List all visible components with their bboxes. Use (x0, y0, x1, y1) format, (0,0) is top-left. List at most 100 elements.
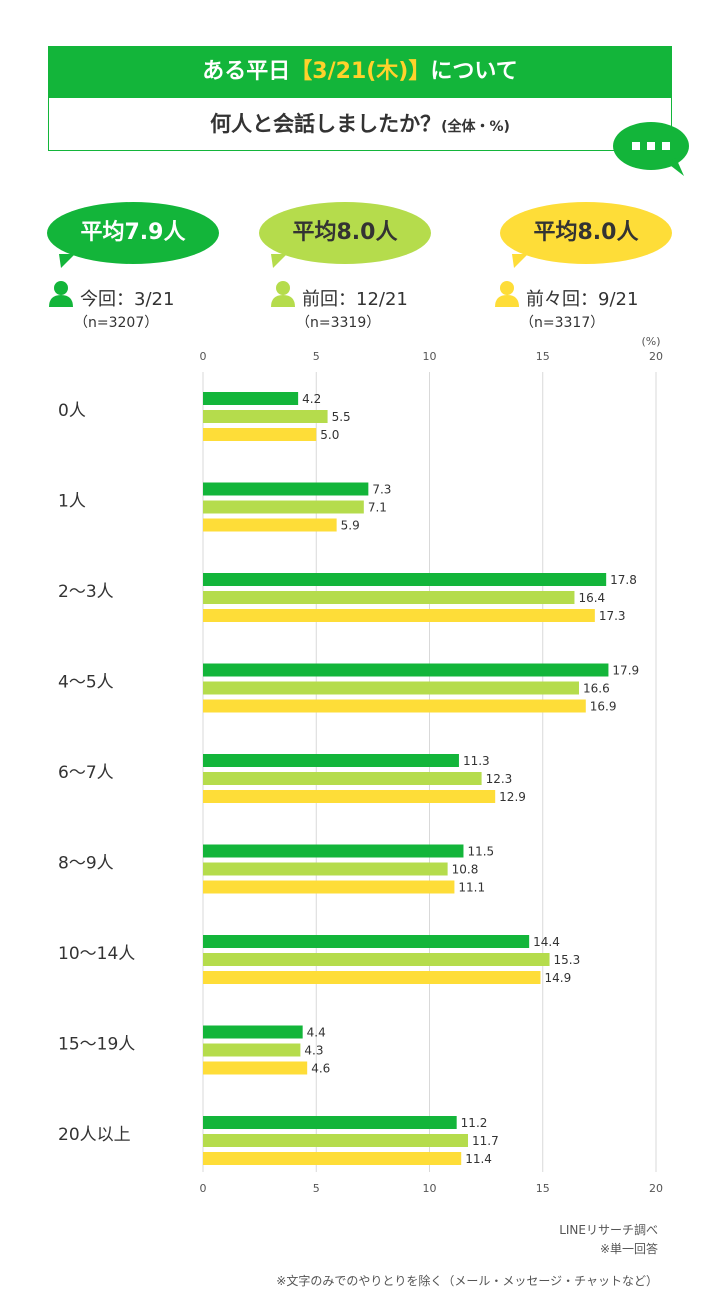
value-label: 16.6 (583, 682, 610, 696)
bar (203, 699, 586, 713)
bar (203, 1152, 462, 1165)
bar (203, 935, 530, 948)
bar (203, 844, 464, 858)
x-tick-label-bottom: 0 (200, 1182, 207, 1195)
x-tick-label-top: 15 (536, 350, 550, 363)
person-icon (495, 281, 519, 307)
value-label: 4.4 (307, 1026, 326, 1040)
chat-bubble-icon (613, 122, 689, 176)
note-exclusion: ※文字のみでのやりとりを除く（メール・メッセージ・チャットなど） (276, 1274, 658, 1288)
value-label: 11.4 (465, 1152, 492, 1166)
bar (203, 681, 579, 695)
period-label: 前回：12/21 (302, 289, 408, 310)
average-bubble: 平均8.0人 (259, 202, 431, 264)
value-label: 11.3 (463, 754, 490, 768)
bar (203, 410, 328, 423)
value-label: 4.3 (304, 1044, 323, 1058)
bar (203, 573, 607, 586)
value-label: 4.6 (311, 1062, 330, 1076)
average-bubble: 平均8.0人 (500, 202, 672, 264)
value-label: 14.4 (533, 935, 560, 949)
bar-chart: (%) 0 0 5 5 10 10 15 15 20 20 0人 4.2 5.5 5.0 1人 7.3 7.1 5.… (58, 335, 663, 1195)
period-label: 前々回：9/21 (526, 289, 639, 310)
value-label: 17.8 (610, 573, 637, 587)
x-tick-label-top: 5 (313, 350, 320, 363)
value-label: 12.3 (486, 772, 513, 786)
title-bar: ある平日【3/21(木)】について (48, 46, 672, 98)
value-label: 14.9 (544, 971, 571, 985)
value-label: 11.7 (472, 1134, 499, 1148)
bar (203, 754, 459, 767)
bar (203, 1116, 457, 1129)
source-text: LINEリサーチ調べ (559, 1223, 658, 1237)
value-label: 7.1 (368, 501, 387, 515)
x-tick-label-bottom: 5 (313, 1182, 320, 1195)
x-tick-label-top: 10 (423, 350, 437, 363)
bar (203, 591, 575, 604)
value-label: 11.2 (461, 1116, 488, 1130)
value-label: 4.2 (302, 392, 321, 406)
category-label: 15〜19人 (58, 1035, 135, 1055)
x-tick-label-bottom: 20 (649, 1182, 663, 1195)
value-label: 11.5 (467, 845, 494, 859)
bar (203, 500, 364, 514)
category-label: 4〜5人 (58, 673, 114, 693)
value-label: 17.9 (612, 664, 639, 678)
x-tick-label-top: 20 (649, 350, 663, 363)
value-label: 5.0 (320, 428, 339, 442)
value-label: 5.9 (341, 519, 360, 533)
category-label: 6〜7人 (58, 763, 114, 783)
sample-size: （n=3319） (296, 315, 381, 331)
bar (203, 772, 482, 785)
bar (203, 518, 337, 532)
bar (203, 428, 317, 441)
bar (203, 392, 299, 405)
category-label: 8〜9人 (58, 854, 114, 874)
bubble-tail (512, 254, 528, 268)
value-label: 7.3 (372, 483, 391, 497)
bar (203, 663, 609, 677)
bar (203, 482, 369, 496)
bubble-tail (59, 254, 75, 268)
bar (203, 1025, 303, 1039)
value-label: 15.3 (554, 953, 581, 967)
x-tick-label-bottom: 15 (536, 1182, 550, 1195)
value-label: 16.4 (578, 591, 605, 605)
bar (203, 880, 455, 894)
title-date: 【3/21(木)】 (290, 59, 431, 84)
person-icon (271, 281, 295, 307)
title-suffix: について (430, 59, 518, 84)
x-tick-label-top: 0 (200, 350, 207, 363)
question-text: 何人と会話しましたか？ (210, 112, 442, 136)
value-label: 5.5 (332, 410, 351, 424)
bar (203, 790, 496, 803)
category-label: 1人 (58, 492, 86, 512)
note-single-answer: ※単一回答 (599, 1242, 658, 1256)
value-label: 11.1 (458, 881, 485, 895)
bar (203, 609, 595, 622)
category-label: 10〜14人 (58, 944, 135, 964)
bubble-tail (271, 254, 287, 268)
question-bar: 何人と会話しましたか？(全体・%) (48, 98, 672, 151)
period-label: 今回：3/21 (80, 289, 175, 310)
category-label: 2〜3人 (58, 582, 114, 602)
category-label: 0人 (58, 401, 86, 421)
value-label: 16.9 (590, 700, 617, 714)
bar (203, 1061, 308, 1075)
bar (203, 862, 448, 876)
title-prefix: ある平日 (202, 59, 291, 84)
question-note: (全体・%) (441, 119, 510, 135)
value-label: 17.3 (599, 609, 626, 623)
value-label: 12.9 (499, 790, 526, 804)
sample-size: （n=3317） (520, 315, 605, 331)
bar (203, 953, 550, 966)
value-label: 10.8 (452, 863, 479, 877)
average-bubble: 平均7.9人 (47, 202, 219, 264)
person-icon (49, 281, 73, 307)
bar (203, 1043, 301, 1057)
unit-label: (%) (641, 335, 660, 348)
bar (203, 1134, 469, 1147)
bar (203, 971, 541, 984)
category-label: 20人以上 (58, 1125, 131, 1145)
sample-size: （n=3207） (74, 315, 159, 331)
